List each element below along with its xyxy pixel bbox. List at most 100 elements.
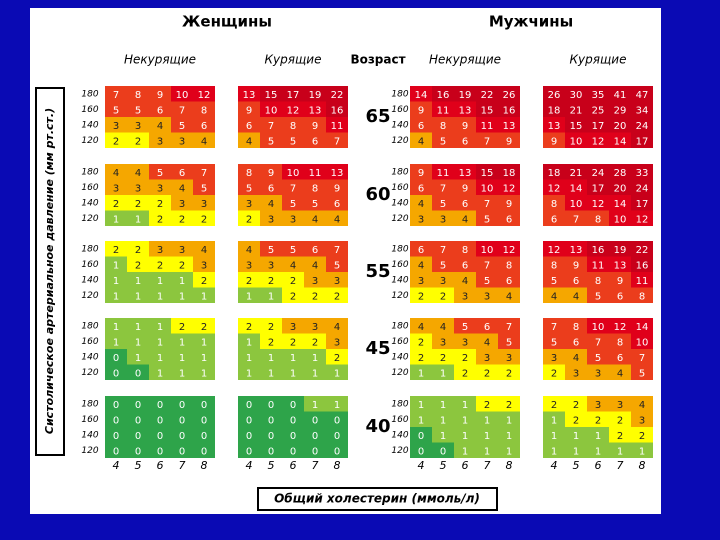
risk-value: 22	[331, 90, 344, 101]
risk-cell	[105, 349, 127, 365]
risk-cell	[193, 411, 215, 427]
row-label: 140	[81, 430, 98, 440]
risk-cell	[260, 396, 282, 412]
risk-value: 4	[418, 199, 424, 210]
risk-cell	[304, 364, 326, 380]
risk-cell	[171, 164, 193, 180]
risk-value: 7	[573, 214, 579, 225]
age-label: 40	[365, 416, 390, 437]
risk-value: 5	[290, 136, 296, 147]
risk-cell	[609, 241, 631, 257]
risk-value: 5	[484, 214, 490, 225]
risk-value: 4	[334, 322, 340, 333]
risk-value: 5	[268, 245, 274, 256]
risk-value: 10	[570, 199, 583, 210]
panel-label: Некурящие	[124, 53, 196, 67]
risk-value: 2	[201, 276, 207, 287]
risk-cell	[171, 195, 193, 211]
risk-cell	[127, 411, 149, 427]
risk-cell	[454, 164, 476, 180]
risk-cell	[565, 132, 587, 148]
risk-value: 2	[418, 337, 424, 348]
risk-value: 12	[198, 90, 211, 101]
risk-cell	[609, 396, 631, 412]
risk-value: 9	[506, 136, 512, 147]
risk-cell	[476, 256, 498, 272]
risk-value: 1	[179, 353, 185, 364]
risk-cell	[171, 411, 193, 427]
risk-value: 1	[334, 400, 340, 411]
risk-cell	[587, 427, 609, 443]
risk-cell	[432, 364, 454, 380]
risk-value: 0	[246, 431, 252, 442]
risk-cell	[238, 101, 260, 117]
risk-value: 8	[462, 245, 468, 256]
risk-cell	[238, 210, 260, 226]
risk-cell	[587, 132, 609, 148]
risk-cell	[410, 411, 432, 427]
risk-cell	[476, 101, 498, 117]
risk-value: 25	[592, 105, 605, 116]
risk-cell	[238, 132, 260, 148]
row-label: 160	[391, 183, 408, 193]
risk-value: 4	[573, 353, 579, 364]
risk-value: 19	[309, 90, 322, 101]
risk-cell	[149, 272, 171, 288]
risk-cell	[193, 349, 215, 365]
risk-value: 3	[135, 121, 141, 132]
risk-cell	[631, 210, 653, 226]
risk-value: 2	[246, 276, 252, 287]
risk-value: 5	[551, 337, 557, 348]
risk-value: 21	[570, 105, 583, 116]
risk-cell	[543, 364, 565, 380]
risk-cell	[543, 396, 565, 412]
risk-value: 3	[290, 214, 296, 225]
risk-value: 1	[201, 353, 207, 364]
risk-value: 4	[440, 322, 446, 333]
risk-cell	[127, 164, 149, 180]
risk-cell	[609, 427, 631, 443]
risk-value: 1	[617, 446, 623, 457]
risk-cell	[565, 195, 587, 211]
age-label: 55	[365, 261, 390, 282]
risk-value: 17	[636, 199, 649, 210]
x-tick-label: 8	[639, 459, 646, 472]
risk-value: 3	[440, 214, 446, 225]
risk-cell	[498, 195, 520, 211]
risk-cell	[105, 396, 127, 412]
risk-value: 5	[179, 121, 185, 132]
risk-value: 10	[287, 168, 300, 179]
risk-cell	[171, 364, 193, 380]
risk-value: 3	[268, 214, 274, 225]
risk-value: 8	[506, 260, 512, 271]
risk-cell	[304, 427, 326, 443]
risk-cell	[105, 210, 127, 226]
risk-value: 2	[595, 415, 601, 426]
risk-value: 13	[309, 105, 322, 116]
risk-value: 18	[503, 168, 516, 179]
risk-value: 3	[135, 183, 141, 194]
risk-cell	[193, 272, 215, 288]
row-label: 120	[81, 136, 98, 146]
risk-cell	[565, 349, 587, 365]
row-label: 140	[391, 120, 408, 130]
risk-cell	[282, 132, 304, 148]
risk-cell	[326, 164, 348, 180]
row-label: 140	[391, 275, 408, 285]
risk-cell	[171, 86, 193, 102]
risk-cell	[410, 333, 432, 349]
risk-value: 1	[595, 431, 601, 442]
risk-cell	[127, 195, 149, 211]
risk-value: 6	[201, 121, 207, 132]
risk-cell	[565, 396, 587, 412]
risk-value: 3	[201, 199, 207, 210]
risk-cell	[631, 256, 653, 272]
risk-value: 2	[179, 260, 185, 271]
row-label: 160	[81, 337, 98, 347]
risk-value: 14	[415, 90, 428, 101]
risk-value: 5	[484, 276, 490, 287]
risk-value: 1	[312, 400, 318, 411]
risk-value: 4	[179, 183, 185, 194]
risk-value: 10	[614, 214, 627, 225]
risk-value: 3	[462, 291, 468, 302]
